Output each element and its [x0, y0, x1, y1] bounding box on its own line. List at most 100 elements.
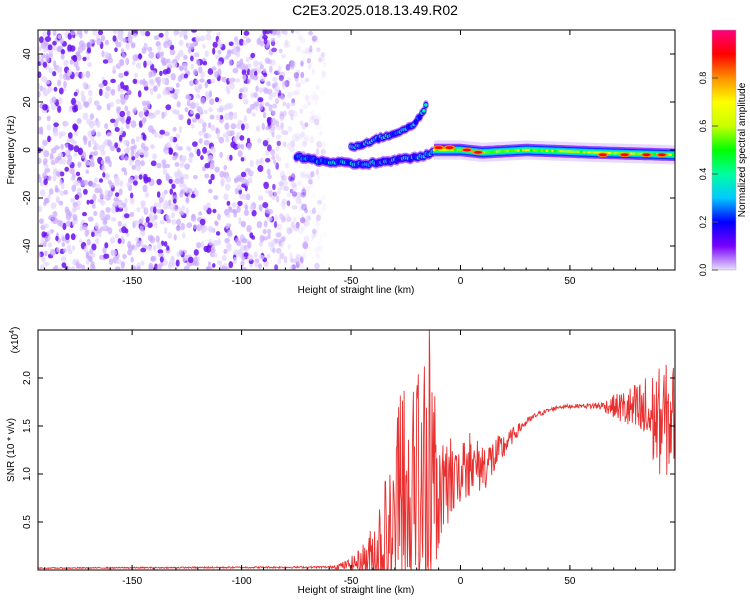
noise-dot [50, 153, 54, 160]
noise-dot [279, 170, 286, 179]
colorbar-frame [711, 29, 737, 271]
noise-dot [259, 234, 265, 243]
noise-dot [277, 257, 282, 265]
noise-dot [119, 180, 124, 187]
main-line-peak [529, 149, 534, 152]
noise-dot [265, 125, 270, 131]
noise-dot [110, 145, 116, 151]
noise-dot [63, 59, 69, 66]
noise-dot [144, 192, 150, 198]
noise-dot [263, 37, 268, 45]
noise-dot [287, 244, 291, 250]
noise-dot [139, 110, 144, 117]
main-line-peak [653, 153, 657, 156]
noise-dot [148, 79, 154, 84]
noise-dot [225, 135, 230, 143]
noise-dot [114, 121, 118, 129]
noise-dot [208, 90, 213, 98]
noise-dot [143, 150, 149, 158]
snr-x-axis: -150 -100 -50 0 50 [44, 330, 658, 587]
noise-dot [67, 266, 72, 270]
noise-dot [246, 107, 252, 114]
noise-dot [216, 31, 221, 37]
noise-dot [124, 228, 129, 234]
noise-dot [171, 62, 178, 69]
noise-dot [319, 261, 326, 269]
noise-dot [152, 153, 157, 160]
spot-core [463, 148, 471, 152]
noise-dot [239, 38, 244, 46]
colorbar-tick-label: 0.4 [698, 168, 708, 181]
noise-dot [82, 81, 87, 89]
main-line-peak [432, 148, 436, 152]
noise-dot [84, 30, 88, 35]
y-tick-label: 1.0 [22, 467, 33, 481]
snr-multiplier-base: (x10 [10, 333, 21, 353]
noise-dot [315, 169, 320, 175]
noise-dot [242, 40, 248, 46]
noise-dot [240, 171, 247, 178]
noise-dot [175, 133, 181, 139]
spot-core [474, 151, 482, 154]
main-line-peak [629, 152, 633, 155]
noise-dot [124, 170, 128, 176]
noise-dot [235, 123, 242, 130]
noise-dot [157, 45, 162, 52]
x-tick-label: 50 [564, 276, 576, 287]
noise-dot [243, 209, 249, 216]
noise-dot [189, 43, 195, 50]
main-line-peak [540, 149, 544, 152]
noise-dot [322, 56, 326, 61]
noise-dot [267, 233, 271, 240]
noise-dot [70, 176, 75, 182]
noise-dot [208, 238, 213, 246]
noise-dot [44, 250, 48, 257]
spectrogram-noise-dots [38, 30, 327, 270]
noise-dot [245, 193, 251, 201]
noise-dot [279, 213, 284, 220]
noise-dot [156, 264, 162, 270]
noise-dot [205, 33, 212, 41]
noise-dot [280, 175, 287, 182]
noise-dot [271, 110, 277, 116]
main-line-peak [487, 150, 491, 154]
noise-dot [193, 256, 198, 264]
noise-dot [169, 135, 174, 143]
noise-dot [300, 225, 306, 231]
noise-dot [312, 90, 316, 98]
noise-dot [188, 156, 193, 164]
noise-dot [153, 206, 157, 214]
noise-dot [275, 153, 280, 160]
noise-dot [208, 179, 213, 185]
noise-dot [177, 146, 183, 151]
noise-dot [149, 87, 154, 96]
snr-frame [37, 329, 676, 571]
noise-dot [315, 123, 322, 131]
noise-dot [311, 228, 317, 235]
noise-dot [120, 48, 125, 55]
noise-dot [253, 92, 258, 98]
noise-dot [262, 140, 269, 147]
noise-dot [219, 151, 223, 158]
noise-dot [175, 82, 180, 88]
noise-dot [77, 162, 82, 168]
noise-dot [124, 206, 128, 213]
noise-dot [277, 223, 282, 231]
noise-dot [279, 30, 285, 34]
noise-dot [313, 246, 319, 253]
noise-dot [149, 236, 156, 244]
main-line-peak [495, 150, 499, 153]
noise-dot [127, 31, 131, 39]
noise-dot [86, 47, 92, 54]
noise-dot [241, 237, 248, 244]
noise-dot [271, 239, 276, 247]
spot-core [445, 146, 454, 150]
noise-dot [78, 40, 85, 48]
noise-dot [224, 122, 230, 130]
noise-dot [117, 84, 121, 92]
noise-dot [132, 33, 138, 39]
noise-dot [93, 210, 98, 217]
noise-dot [110, 217, 117, 222]
noise-dot [228, 206, 232, 211]
noise-dot [206, 79, 212, 85]
